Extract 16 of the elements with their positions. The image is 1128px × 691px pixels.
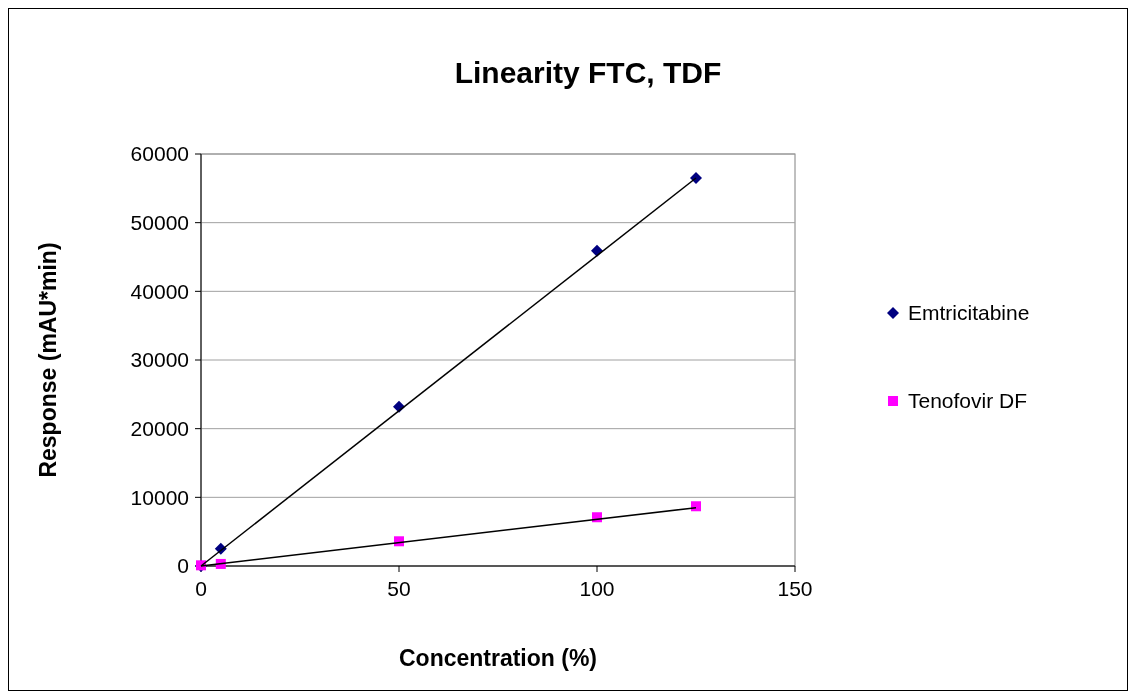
x-axis-title: Concentration (%) xyxy=(398,645,598,671)
y-tick-label: 10000 xyxy=(130,485,189,509)
y-tick-label: 50000 xyxy=(130,211,189,235)
x-tick-label: 50 xyxy=(387,577,411,600)
y-tick-label: 40000 xyxy=(130,279,189,303)
y-tick-label: 0 xyxy=(177,554,189,578)
x-tick-label: 150 xyxy=(777,577,813,600)
y-axis-title: Response (mAU*min) xyxy=(35,242,61,478)
x-tick-label: 0 xyxy=(195,577,207,600)
chart-title: Linearity FTC, TDF xyxy=(454,56,722,89)
legend-label: Tenofovir DF xyxy=(908,389,1028,413)
y-tick-label: 30000 xyxy=(130,348,189,372)
y-tick-label: 60000 xyxy=(130,142,189,166)
y-tick-label: 20000 xyxy=(130,417,189,441)
x-tick-label: 100 xyxy=(579,577,615,600)
legend-label: Emtricitabine xyxy=(908,301,1030,325)
